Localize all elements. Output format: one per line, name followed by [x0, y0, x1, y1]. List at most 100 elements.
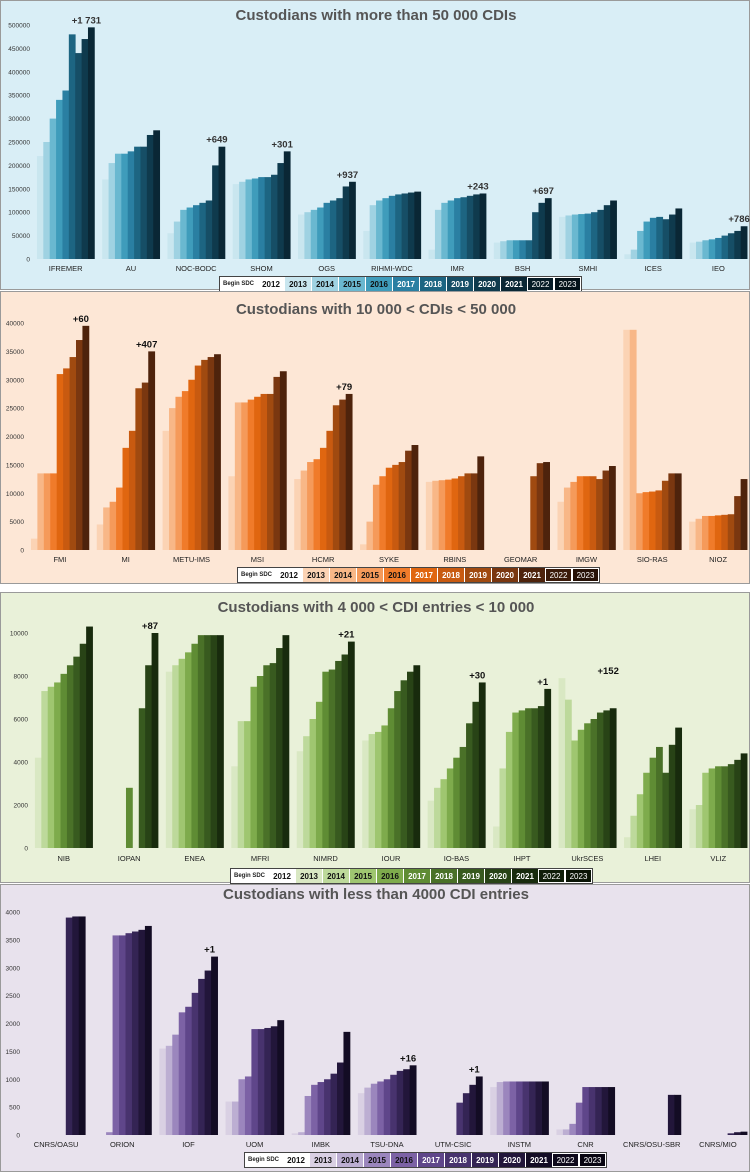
x-tick-label: MI	[122, 555, 130, 564]
bar-noc-bodc-5	[199, 202, 207, 259]
bar-shom-3	[251, 178, 259, 259]
bar-instm-8	[542, 1081, 549, 1135]
chart-title-4: Custodians with less than 4000 CDI entri…	[223, 886, 529, 903]
bar-mi-2	[109, 501, 117, 550]
y-tick-label: 350000	[8, 93, 30, 100]
bar-nimrd-6	[335, 660, 342, 848]
bar-imgw-3	[576, 476, 584, 550]
bar-mfri-3	[250, 686, 258, 848]
bar-metu-ims-7	[207, 357, 215, 550]
bar-bsh-7	[538, 202, 546, 259]
x-tick-label: SMHI	[578, 264, 597, 273]
bar-hcmr-2	[307, 462, 314, 550]
bar-vliz-8	[740, 753, 748, 848]
bar-shom-2	[245, 179, 253, 259]
bar-instm-5	[522, 1081, 530, 1135]
legend-year-2019: 2019	[457, 869, 485, 883]
legend-year-2014: 2014	[336, 1153, 364, 1167]
bar-tsu-dna-6	[396, 1070, 404, 1135]
bar-iour-2	[375, 731, 382, 848]
y-tick-label: 2500	[6, 993, 21, 1000]
bar-sio-ras-1	[629, 329, 637, 550]
x-tick-label: VLIZ	[710, 854, 726, 863]
bar-ogs-6	[336, 198, 344, 259]
y-tick-label: 50000	[12, 233, 30, 240]
bar-nimrd-2	[309, 719, 317, 848]
bar-au-5	[134, 146, 141, 259]
bar-msi-2	[241, 402, 249, 550]
x-tick-label: BSH	[515, 264, 530, 273]
x-tick-label: CNRS/OSU-SBR	[623, 1140, 681, 1149]
legend-year-2023: 2023	[565, 869, 593, 883]
bar-msi-3	[247, 399, 255, 550]
bar-nimrd-7	[341, 654, 349, 848]
bar-rbins-7	[470, 473, 478, 550]
x-tick-label: ICES	[644, 264, 662, 273]
bar-imbk-6	[330, 1073, 338, 1135]
x-tick-label: UTM-CSIC	[435, 1140, 472, 1149]
chart-svg-1: 0 50000 100000 150000 200000 250000 300000 3500…	[8, 15, 749, 273]
bar-geomar-8	[543, 462, 550, 550]
y-tick-label: 3500	[6, 937, 21, 944]
legend-year-2012: 2012	[268, 869, 296, 883]
y-tick-label: 100000	[8, 210, 30, 217]
bar-smhi-2	[571, 214, 579, 259]
bar-ihpt-4	[518, 710, 526, 848]
bar-ieo-3	[708, 239, 716, 259]
bar-au-4	[127, 151, 135, 259]
legend-year-2016: 2016	[390, 1153, 418, 1167]
bar-metu-ims-1	[169, 408, 176, 550]
legend-year-2022: 2022	[538, 869, 566, 883]
bar-syke-6	[398, 462, 406, 550]
legend-begin-sdc: Begin SDC	[238, 568, 276, 582]
bar-uom-5	[257, 1029, 265, 1135]
bar-cnrs-oasu-8	[78, 916, 86, 1135]
bar-metu-ims-3	[181, 391, 189, 550]
x-tick-label: INSTM	[508, 1140, 531, 1149]
bar-sio-ras-2	[636, 493, 644, 550]
bar-tsu-dna-7	[403, 1069, 411, 1135]
bar-cnr-6	[595, 1087, 603, 1135]
bar-hcmr-0	[294, 479, 302, 550]
bar-fmi-2	[43, 473, 51, 550]
bar-mfri-2	[244, 721, 251, 848]
x-tick-label: MFRI	[251, 854, 269, 863]
bar-tsu-dna-3	[377, 1081, 385, 1135]
bar-iour-0	[362, 740, 369, 848]
x-tick-label: SIO-RAS	[637, 555, 668, 564]
bar-fmi-6	[69, 357, 77, 550]
data-annotation: +407	[136, 339, 157, 350]
y-tick-label: 200000	[8, 163, 30, 170]
bar-ieo-6	[727, 233, 735, 259]
y-tick-label: 10000	[6, 491, 24, 498]
y-tick-label: 15000	[6, 462, 24, 469]
bar-iour-5	[394, 691, 401, 848]
bar-noc-bodc-2	[180, 209, 188, 259]
bar-bsh-0	[493, 242, 501, 259]
bar-nioz-3	[708, 515, 716, 550]
bar-sio-ras-7	[668, 473, 676, 550]
data-annotation: +649	[206, 135, 227, 146]
bar-cnr-3	[575, 1102, 583, 1135]
bar-fmi-3	[50, 473, 58, 550]
bar-noc-bodc-3	[186, 207, 194, 259]
bar-mi-1	[103, 507, 111, 550]
bar-mi-8	[148, 351, 156, 550]
bar-iof-7	[204, 970, 212, 1135]
bar-ukrsces-8	[609, 708, 617, 848]
x-tick-label: IFREMER	[49, 264, 83, 273]
bar-nib-3	[54, 682, 61, 848]
bar-shom-5	[264, 177, 272, 259]
y-tick-label: 0	[16, 1133, 20, 1140]
legend-year-2013: 2013	[295, 869, 323, 883]
legend-year-2022: 2022	[545, 568, 573, 582]
bar-enea-7	[210, 635, 218, 848]
bar-tsu-dna-4	[383, 1079, 391, 1135]
legend-year-2020: 2020	[498, 1153, 526, 1167]
bar-ieo-8	[740, 226, 748, 259]
bar-rihmi-wdc-3	[382, 198, 390, 259]
bar-cnr-1	[562, 1129, 570, 1135]
x-tick-label: IOUR	[382, 854, 401, 863]
bar-rbins-2	[438, 480, 446, 550]
y-tick-label: 500000	[8, 23, 30, 30]
